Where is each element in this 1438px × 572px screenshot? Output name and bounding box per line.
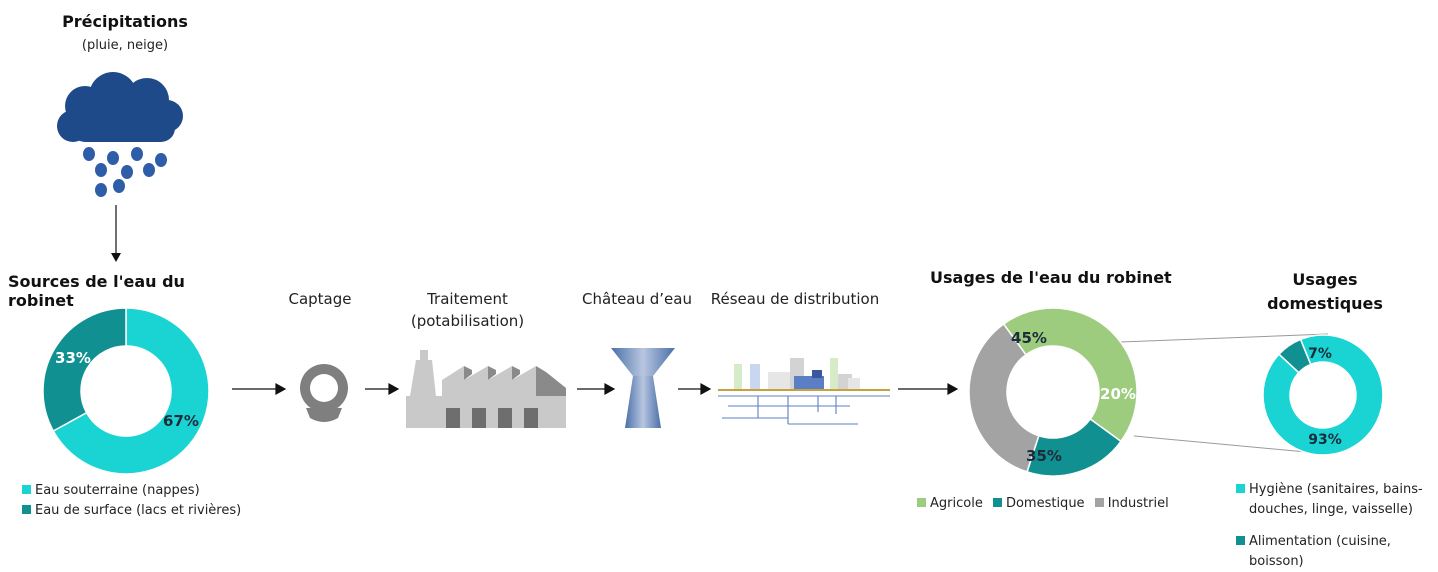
usages-slice-0	[1002, 307, 1138, 443]
rain-cloud-icon	[57, 72, 183, 197]
legend-item-domestique: Domestique	[992, 496, 1085, 511]
legend-label: Eau souterraine (nappes)	[35, 483, 200, 498]
arrow-down-icon	[111, 205, 121, 262]
legend-label: Agricole	[930, 496, 983, 511]
usages-slice-2	[968, 322, 1040, 473]
legend-label-cont: douches, linge, vaisselle)	[1249, 502, 1413, 517]
domestic-label-7: 7%	[1308, 346, 1332, 362]
legend-swatch	[992, 498, 1002, 507]
stage-reseau-label: Réseau de distribution	[710, 290, 880, 308]
connector-lines	[1119, 333, 1329, 455]
legend-swatch	[917, 498, 926, 507]
stage-traitement-line2: (potabilisation)	[410, 312, 525, 330]
legend-swatch	[22, 505, 31, 514]
sources-label-33: 33%	[55, 349, 91, 367]
usages-label-45: 45%	[1011, 329, 1047, 347]
stage-traitement-label: Traitement (potabilisation)	[395, 288, 540, 332]
sources-donut: 67% 33%	[42, 307, 210, 475]
sources-slice-0	[52, 307, 210, 475]
legend-item-agricole: Agricole	[917, 496, 983, 511]
stage-traitement-line1: Traitement	[427, 290, 508, 308]
pump-icon	[300, 364, 348, 422]
domestic-slice-0	[1262, 334, 1384, 456]
legend-item-eau-surface: Eau de surface (lacs et rivières)	[22, 501, 241, 521]
legend-item-hygiene: Hygiène (sanitaires, bains- douches, lin…	[1236, 480, 1436, 520]
usages-legend: Agricole Domestique Industriel	[917, 494, 1169, 514]
legend-label-cont: boisson)	[1249, 554, 1304, 569]
domestic-title: Usages domestiques	[1250, 268, 1400, 316]
sources-slice-1	[42, 307, 127, 433]
usages-label-20: 20%	[1100, 385, 1136, 403]
legend-swatch	[1094, 498, 1104, 507]
domestic-label-93: 93%	[1308, 432, 1342, 448]
sources-label-67: 67%	[163, 412, 199, 430]
legend-swatch	[22, 485, 31, 494]
distribution-network-icon	[718, 358, 890, 425]
domestic-title-line1: Usages	[1292, 270, 1358, 289]
process-arrows	[232, 382, 959, 396]
sources-legend: Eau souterraine (nappes) Eau de surface …	[22, 481, 241, 521]
legend-label: Eau de surface (lacs et rivières)	[35, 503, 242, 518]
usages-label-35: 35%	[1026, 447, 1062, 465]
legend-item-alimentation: Alimentation (cuisine, boisson)	[1236, 532, 1436, 572]
domestic-legend: Hygiène (sanitaires, bains- douches, lin…	[1236, 480, 1436, 572]
water-tower-icon	[611, 348, 675, 428]
legend-swatch	[1236, 484, 1245, 493]
usages-donut: 45% 20% 35%	[968, 307, 1138, 477]
legend-label: Industriel	[1107, 496, 1169, 511]
stage-captage-label: Captage	[288, 290, 352, 308]
domestic-donut: 7% 93%	[1262, 334, 1384, 456]
legend-item-eau-souterraine: Eau souterraine (nappes)	[22, 481, 241, 501]
legend-item-industriel: Industriel	[1094, 496, 1169, 511]
legend-label: Domestique	[1005, 496, 1085, 511]
factory-icon	[406, 350, 566, 428]
stage-chateau-label: Château d’eau	[582, 290, 692, 308]
sources-title: Sources de l'eau du robinet	[8, 272, 185, 310]
precipitations-subtitle: (pluie, neige)	[81, 38, 169, 53]
domestic-title-line2: domestiques	[1267, 294, 1383, 313]
legend-label: Alimentation (cuisine,	[1249, 534, 1391, 549]
precipitations-title: Précipitations	[62, 12, 188, 31]
legend-label: Hygiène (sanitaires, bains-	[1249, 482, 1423, 497]
usages-title: Usages de l'eau du robinet	[930, 268, 1172, 287]
legend-swatch	[1236, 536, 1245, 545]
domestic-slice-1	[1277, 338, 1312, 374]
